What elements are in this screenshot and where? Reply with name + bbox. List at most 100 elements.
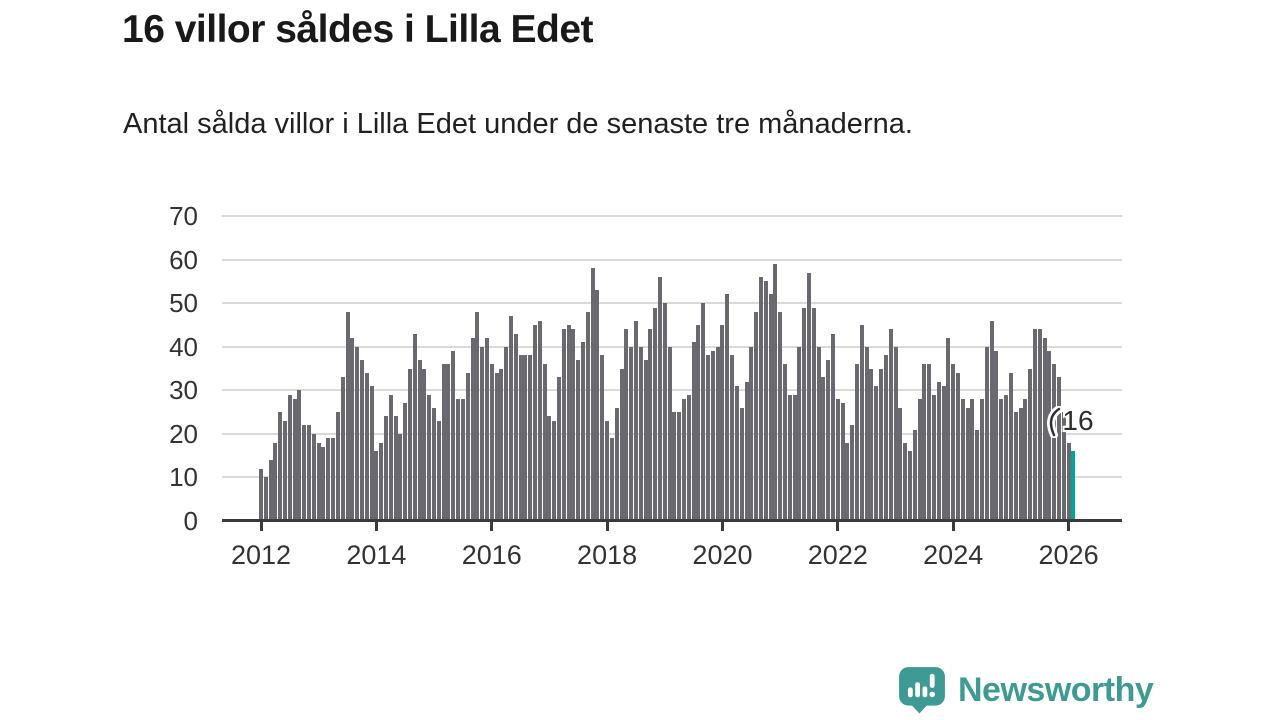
bar — [975, 429, 980, 521]
bar — [1013, 412, 1018, 521]
bar — [730, 355, 735, 521]
bar — [581, 342, 586, 521]
bar — [576, 359, 581, 521]
bar — [629, 346, 634, 521]
bar — [773, 263, 778, 521]
bar — [657, 277, 662, 521]
x-axis-label: 2014 — [346, 540, 407, 570]
gridline — [222, 345, 1122, 348]
bar — [451, 351, 456, 521]
bar — [403, 403, 408, 521]
bar — [494, 372, 499, 521]
bar — [672, 412, 677, 521]
bar — [883, 355, 888, 521]
bar — [513, 333, 518, 521]
bar — [398, 433, 403, 521]
y-axis-label: 50 — [169, 288, 198, 319]
bar — [706, 355, 711, 521]
bar — [802, 307, 807, 521]
x-axis-tick — [951, 521, 955, 531]
bar — [744, 381, 749, 521]
bar — [441, 364, 446, 521]
bar — [725, 294, 730, 521]
bar — [980, 399, 985, 521]
bar — [931, 394, 936, 521]
bar — [609, 438, 614, 521]
bar — [907, 451, 912, 521]
bar — [946, 338, 951, 521]
bar — [326, 438, 331, 521]
bar — [436, 420, 441, 521]
bar — [600, 355, 605, 521]
bar — [552, 420, 557, 521]
gridline — [222, 432, 1122, 435]
bar — [273, 442, 278, 521]
x-axis-tick — [259, 521, 263, 531]
bar — [710, 351, 715, 521]
bar — [287, 394, 292, 521]
bar — [691, 342, 696, 521]
bar — [605, 420, 610, 521]
bar — [653, 307, 658, 521]
bar — [754, 311, 759, 521]
bar — [1056, 377, 1061, 521]
bar — [427, 394, 432, 521]
bar — [614, 407, 619, 521]
bar — [307, 425, 312, 521]
bar — [984, 346, 989, 521]
bar — [989, 320, 994, 521]
bar — [350, 338, 355, 521]
y-axis-label: 30 — [169, 375, 198, 406]
bar — [1061, 412, 1066, 521]
bar — [1042, 338, 1047, 521]
bar — [874, 385, 879, 521]
bar — [715, 346, 720, 521]
bar — [523, 355, 528, 521]
bar — [965, 407, 970, 521]
y-axis-label: 40 — [169, 331, 198, 362]
x-axis-label: 2024 — [923, 540, 984, 570]
bar — [1037, 329, 1042, 521]
bar — [869, 368, 874, 521]
bar — [859, 324, 864, 521]
bar — [758, 277, 763, 521]
bar — [936, 381, 941, 521]
y-axis-label: 20 — [169, 418, 198, 449]
bar — [917, 399, 922, 521]
bar — [1052, 364, 1057, 521]
x-axis-tick — [836, 521, 840, 531]
bar — [922, 364, 927, 521]
bar — [470, 338, 475, 521]
bar — [1004, 394, 1009, 521]
highlighted-bar — [1071, 451, 1076, 521]
bar — [302, 425, 307, 521]
bar — [422, 368, 427, 521]
bar — [355, 346, 360, 521]
bar — [768, 294, 773, 521]
bar — [504, 346, 509, 521]
bar — [518, 355, 523, 521]
gridline — [222, 476, 1122, 479]
bar — [408, 368, 413, 521]
bar — [480, 346, 485, 521]
bar — [720, 324, 725, 521]
bar — [734, 385, 739, 521]
y-axis-label: 10 — [169, 462, 198, 493]
bar — [667, 346, 672, 521]
bar — [379, 442, 384, 521]
gridline — [222, 215, 1122, 217]
y-axis-label: 70 — [169, 201, 198, 231]
bar — [912, 429, 917, 521]
bar — [960, 399, 965, 521]
bar — [994, 351, 999, 521]
bar — [475, 311, 480, 521]
bar — [893, 346, 898, 521]
x-axis-label: 2012 — [230, 540, 292, 570]
bar — [821, 377, 826, 521]
bar — [393, 416, 398, 521]
bar — [888, 329, 893, 521]
bar — [782, 364, 787, 521]
bar — [297, 390, 302, 521]
bar — [682, 399, 687, 521]
